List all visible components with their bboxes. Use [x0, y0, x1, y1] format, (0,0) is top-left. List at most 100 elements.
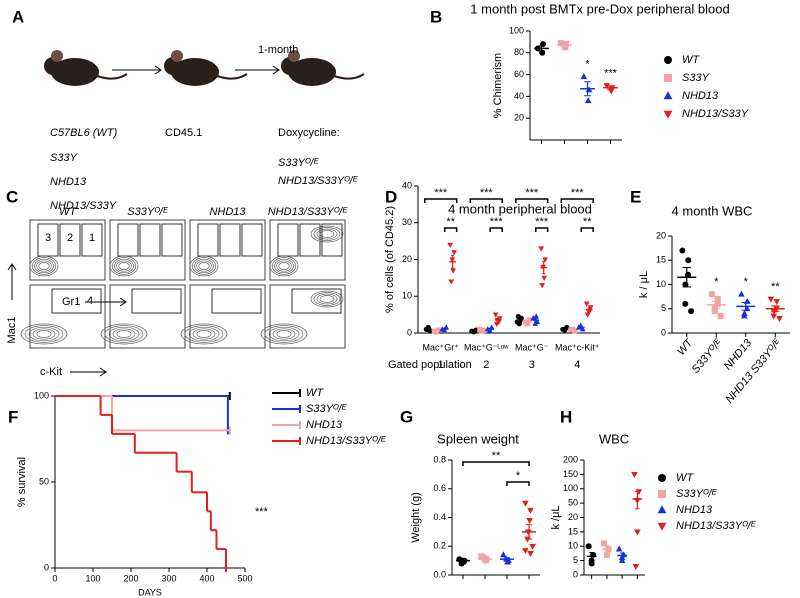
y-tick-label: 0: [661, 327, 666, 337]
point: [522, 500, 529, 507]
y-axis-label: Weight (g): [410, 492, 422, 543]
contour: [111, 257, 137, 275]
gate: [139, 223, 161, 257]
contour: [260, 323, 308, 345]
contour: [268, 326, 300, 342]
point: [541, 275, 548, 281]
point: [740, 312, 748, 319]
y-tick-label: 40: [402, 180, 412, 190]
y-tick-label: 50: [568, 498, 578, 508]
contour: [191, 257, 217, 275]
significance: **: [446, 216, 455, 228]
point: [688, 308, 695, 315]
panel-label: H: [560, 407, 572, 426]
contour: [108, 326, 140, 342]
contour: [20, 323, 68, 345]
significance: **: [771, 281, 780, 293]
contour: [34, 258, 54, 274]
x-axis-label: DAYS: [138, 587, 162, 597]
y-tick-label: 0.2: [433, 541, 446, 551]
gate: [211, 288, 262, 314]
contour: [184, 325, 224, 343]
x-tick-label: 300: [161, 573, 176, 583]
gate: [197, 223, 219, 257]
point: [738, 290, 745, 297]
significance: ***: [490, 216, 504, 228]
point: [615, 545, 623, 552]
legend-swatch: [664, 74, 672, 82]
y-tick-label: 10: [402, 291, 412, 301]
point: [515, 313, 521, 320]
y-tick-label: 5: [661, 303, 666, 313]
y-tick-label: 5: [573, 555, 578, 565]
point: [743, 297, 751, 304]
contour: [194, 258, 214, 274]
plot-frame: [109, 219, 186, 281]
gated-number: 3: [529, 359, 535, 371]
y-tick-label: 0: [44, 562, 49, 572]
x-tick-label: Mac⁺c-Kit⁺: [555, 342, 600, 352]
y-tick-label: 0.8: [433, 454, 446, 464]
y-axis-label: k / μL: [638, 271, 650, 298]
contour: [24, 325, 64, 343]
gate: [81, 223, 103, 257]
column-header: WT: [59, 206, 77, 218]
gated-label: Gated population: [388, 359, 472, 371]
legend-swatch: [657, 505, 667, 514]
x-tick-label: Mac⁺Gr⁺: [422, 342, 459, 352]
panel-label: E: [630, 187, 641, 206]
contour: [118, 262, 130, 270]
y-tick-label: 0.4: [433, 512, 446, 522]
contour: [112, 328, 136, 340]
gate-label: 3: [45, 232, 51, 244]
gate: [277, 223, 299, 257]
legend-label: S33Yᴼ/ᴱ: [676, 488, 717, 500]
legend-swatch: [657, 522, 667, 531]
significance: ***: [535, 216, 549, 228]
gate: [37, 223, 59, 257]
x-tick-label: Mac⁺G⁻ᴸᵒʷ: [464, 342, 509, 352]
significance: *: [516, 470, 521, 482]
point: [448, 279, 455, 285]
significance-bracket: [534, 227, 549, 232]
y-tick-label: 15: [568, 526, 578, 536]
gate: [51, 288, 102, 314]
significance: *: [714, 276, 719, 288]
x-tick-label: 500: [237, 573, 252, 583]
point: [580, 73, 588, 80]
contour: [114, 258, 134, 274]
y-tick-label: 10: [656, 279, 666, 289]
flow-plots: WT 3 2 1 4 S33Yᴼ/ᴱ NHD13 NHD13/S33Yᴼ/ᴱ: [20, 206, 348, 349]
panel-label: F: [8, 407, 18, 426]
significance-bracket: [506, 481, 530, 486]
plot-frame: [29, 219, 106, 281]
point: [585, 543, 592, 550]
point: [618, 557, 626, 564]
chart-title: WBC: [599, 431, 629, 446]
contour: [116, 260, 132, 272]
point: [539, 283, 546, 289]
point: [532, 320, 539, 326]
contour: [272, 328, 296, 340]
significance: ***: [604, 67, 618, 79]
plot-frame: [109, 284, 186, 349]
legend-swatch: [664, 56, 672, 64]
y-tick-label: 50: [39, 476, 49, 486]
axis-label: Gr1: [62, 296, 80, 308]
point: [450, 268, 457, 274]
contour: [104, 325, 144, 343]
legend-swatch: [658, 490, 666, 498]
significance: **: [492, 450, 501, 462]
legend-label: NHD13: [676, 504, 713, 516]
contour: [313, 292, 341, 306]
point: [776, 316, 783, 323]
chart-title: 4 month peripheral blood: [448, 201, 592, 216]
significance: ***: [571, 187, 585, 199]
gate: [117, 223, 139, 257]
panel-label: D: [385, 187, 397, 206]
y-axis-label: % of cells (of CD45.2): [384, 206, 396, 313]
contour: [310, 225, 344, 243]
x-tick-label: S33Yᴼ/ᴱ: [690, 336, 726, 375]
point: [714, 296, 721, 303]
